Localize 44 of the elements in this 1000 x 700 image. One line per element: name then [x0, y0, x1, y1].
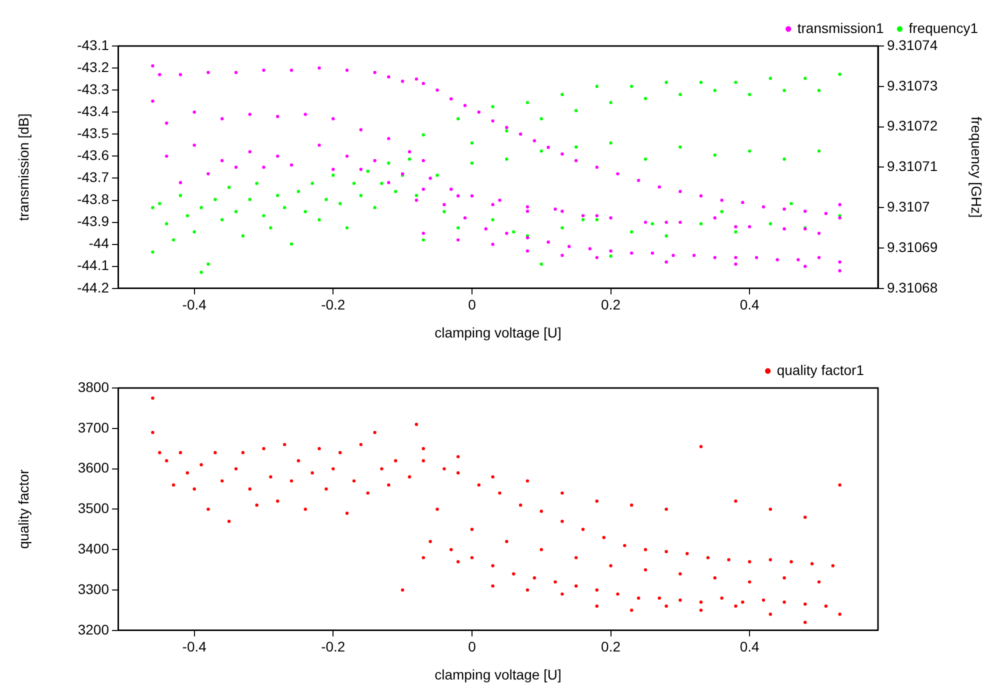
x-tick-label: 0.4: [740, 638, 760, 655]
y-tick-label: -43.6: [77, 147, 110, 164]
y2-tick-label: 9.31072: [887, 118, 938, 134]
x-axis-title: clamping voltage [U]: [434, 324, 562, 340]
y-axis-title: transmission [dB]: [15, 114, 32, 221]
y-tick-label: 3200: [78, 621, 110, 638]
x-tick-label: 0.2: [601, 638, 621, 655]
x-tick-label: 0.4: [740, 296, 760, 313]
y-tick-label: 3300: [78, 580, 110, 597]
y-tick-label: -43.2: [77, 58, 110, 75]
y2-tick-label: 9.31073: [887, 77, 938, 94]
y-tick-label: -44: [88, 235, 110, 252]
y2-tick-label: 9.3107: [887, 198, 930, 214]
y-tick-label: 3700: [78, 419, 110, 436]
y-tick-label: -43.4: [77, 102, 110, 119]
y-tick-label: -43.1: [77, 36, 110, 53]
x-tick-label: -0.4: [182, 296, 207, 313]
y-tick-label: 3800: [78, 378, 110, 395]
y2-tick-label: 9.31074: [887, 36, 938, 53]
x-axis-title: clamping voltage [U]: [434, 666, 562, 682]
legend-label: transmission1: [797, 20, 884, 36]
legend-label: quality factor1: [776, 362, 864, 378]
x-tick-label: -0.4: [182, 638, 207, 655]
y-tick-label: 3600: [78, 460, 110, 476]
y-tick-label: -43.9: [77, 213, 110, 230]
y-tick-label: 3500: [78, 500, 110, 516]
y-tick-label: -43.7: [77, 169, 110, 186]
y-tick-label: -44.1: [77, 257, 110, 274]
y-tick-label: -44.2: [77, 279, 110, 296]
y-tick-label: -43.8: [77, 191, 110, 208]
legend-label: frequency1: [908, 20, 978, 36]
y2-tick-label: 9.31068: [887, 279, 938, 296]
y-axis-title: quality factor: [15, 469, 32, 549]
x-tick-label: 0.2: [601, 296, 621, 313]
y2-tick-label: 9.31069: [887, 238, 938, 255]
y2-axis-title: frequency [GHz]: [968, 116, 985, 218]
y2-tick-label: 9.31071: [887, 158, 938, 174]
x-tick-label: -0.2: [321, 296, 346, 313]
x-tick-label: -0.2: [321, 638, 346, 655]
x-tick-label: 0: [468, 296, 476, 313]
y-tick-label: -43.5: [77, 125, 110, 142]
x-tick-label: 0: [468, 638, 476, 655]
y-tick-label: 3400: [78, 540, 110, 556]
y-tick-label: -43.3: [77, 80, 110, 97]
